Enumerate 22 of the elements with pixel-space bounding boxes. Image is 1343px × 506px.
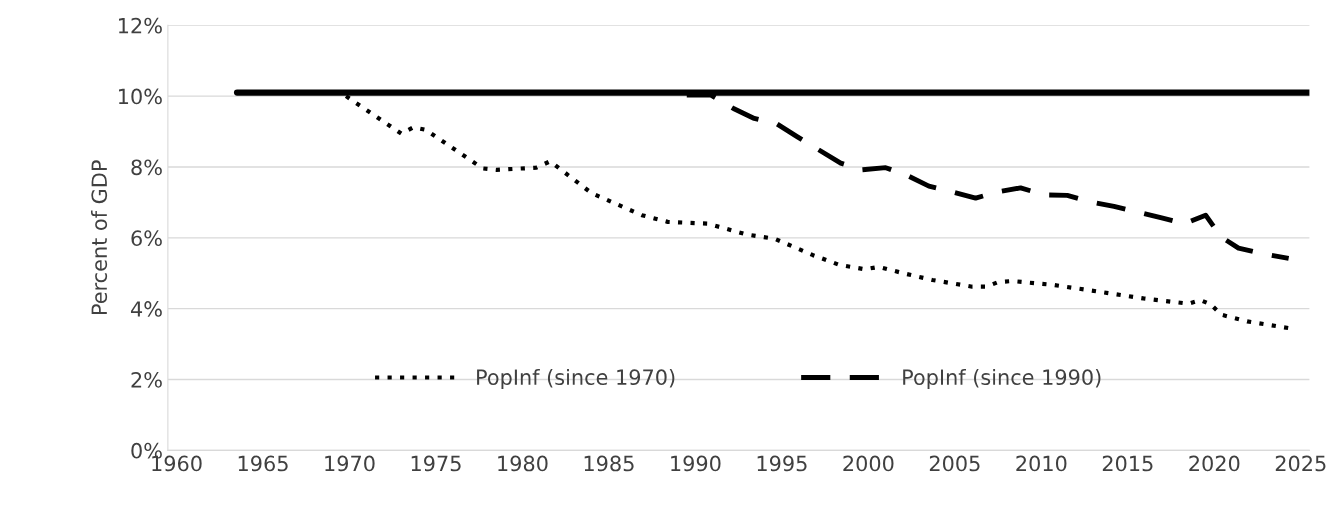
x-tick-label: 2015 — [1102, 455, 1153, 472]
x-tick-label: 2005 — [929, 455, 980, 472]
y-tick-label: 4% — [130, 301, 162, 317]
legend-label: PopInf (since 1970) — [477, 368, 675, 390]
y-tick-label: 8% — [131, 159, 162, 176]
x-tick-label: 1980 — [498, 455, 548, 472]
y-tick-label: 12% — [119, 17, 162, 34]
y-axis-title: Percent of GDP — [90, 160, 108, 314]
y-tick-label: 10% — [119, 88, 162, 105]
x-tick-label: 2020 — [1189, 455, 1240, 472]
x-tick-label: 1990 — [671, 455, 721, 472]
x-tick-label: 1970 — [325, 455, 375, 472]
legend-label: PopInf (since 1990) — [903, 368, 1101, 390]
x-tick-label: 1985 — [584, 455, 634, 472]
x-tick-label: 2025 — [1275, 455, 1326, 472]
x-tick-label: 1995 — [757, 455, 807, 472]
y-tick-label: 6% — [131, 230, 162, 247]
y-tick-label: 2% — [131, 371, 162, 388]
x-tick-label: 2010 — [1016, 455, 1067, 472]
x-tick-label: 1965 — [238, 455, 288, 472]
x-tick-label: 2000 — [843, 455, 894, 472]
x-tick-label: 1975 — [411, 455, 461, 472]
